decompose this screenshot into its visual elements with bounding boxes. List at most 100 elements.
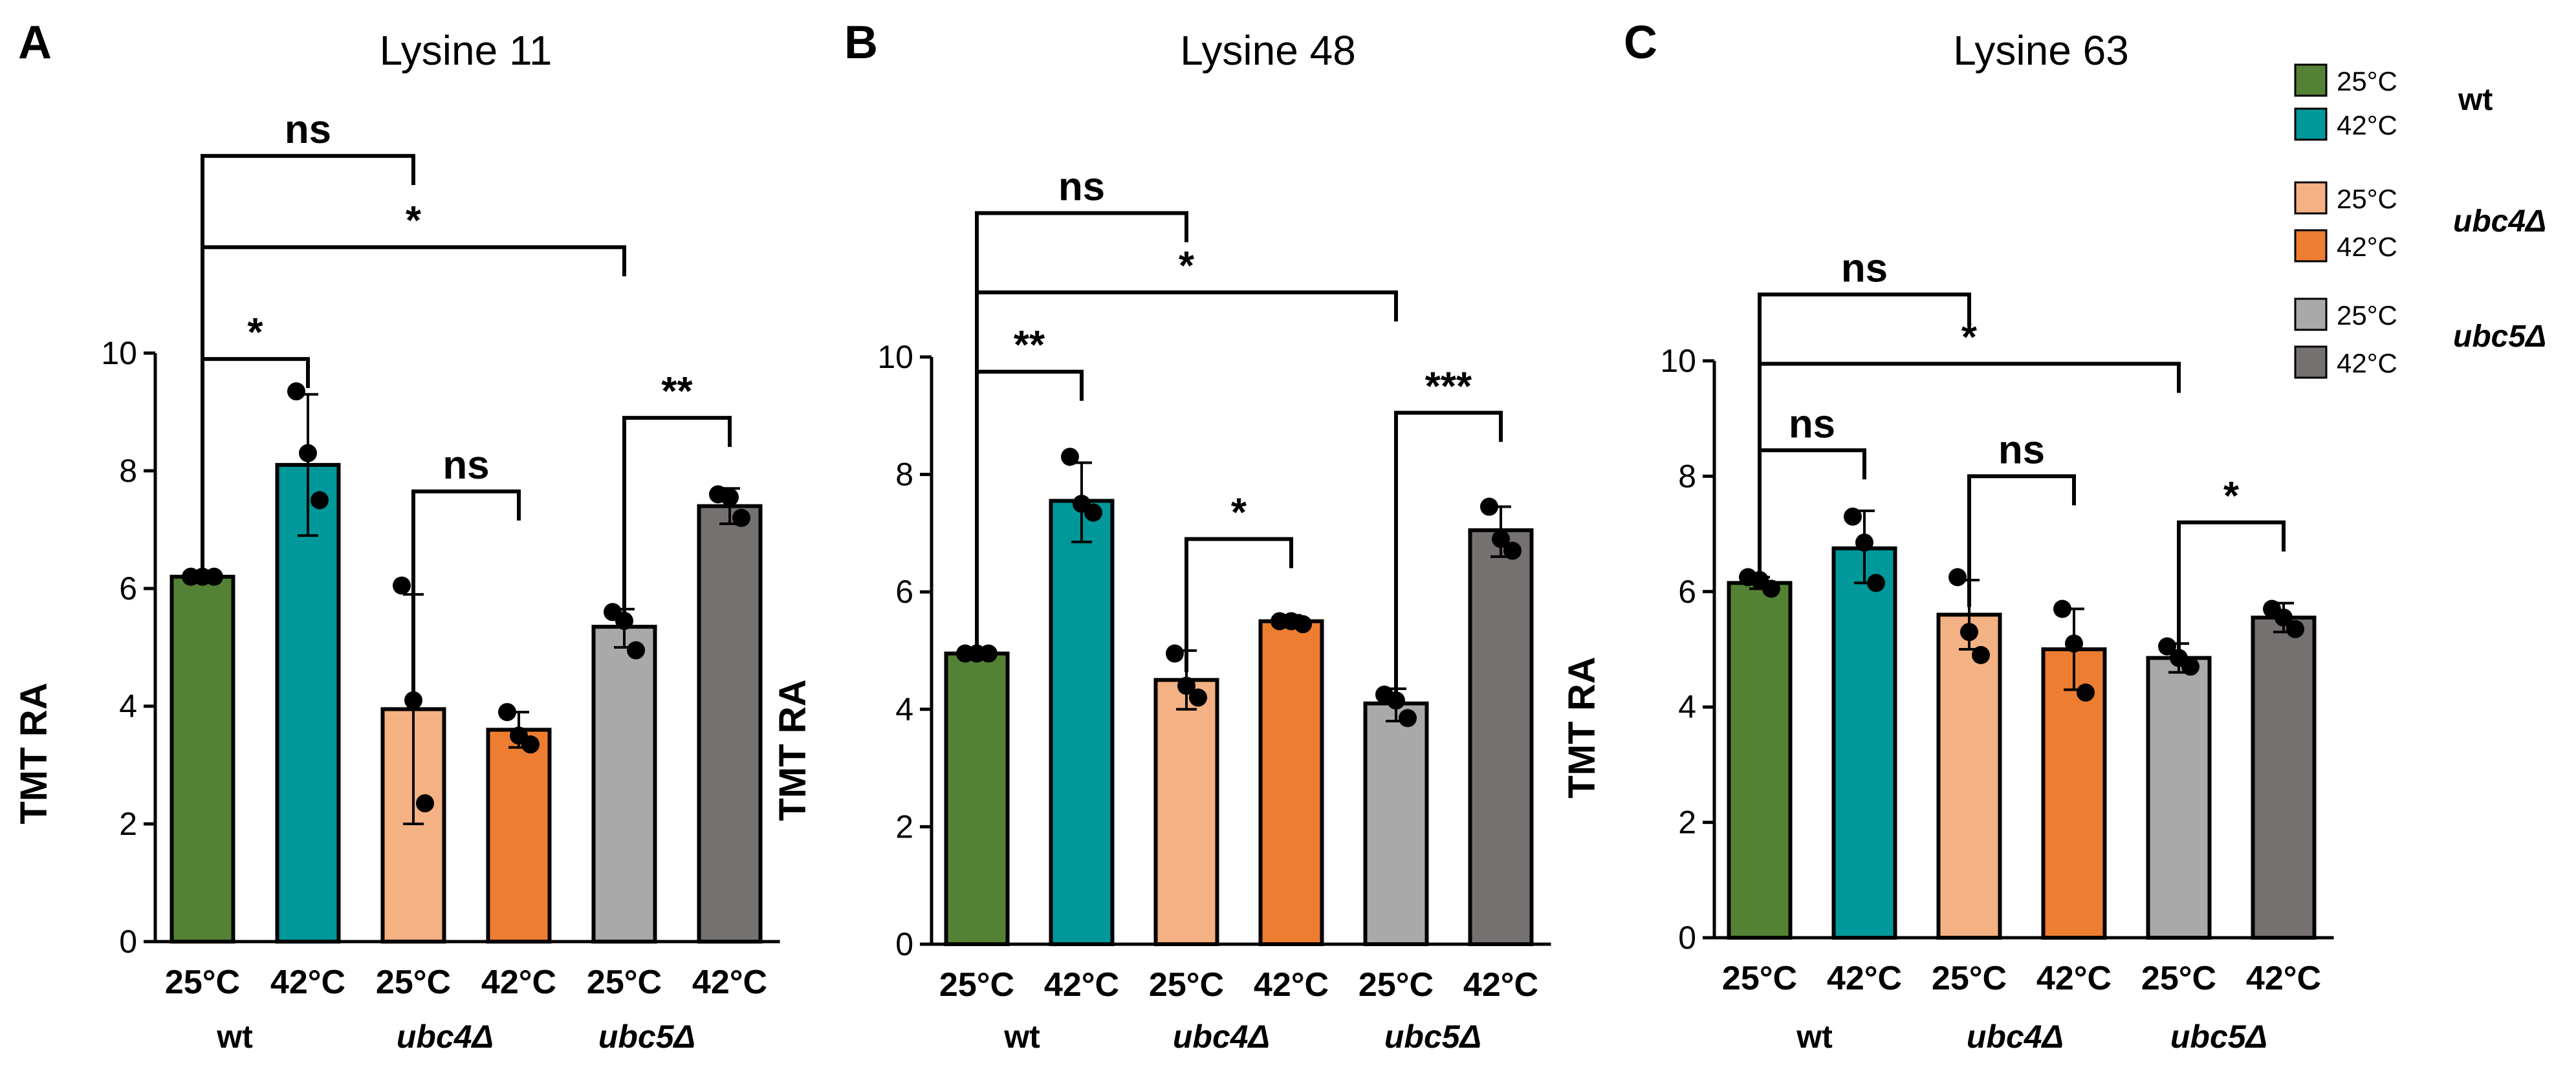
- panel-b: B Lysine 48 TMT RA wt ubc4Δ ubc5Δ: [772, 17, 1481, 1055]
- significance-bracket: [1967, 474, 2076, 607]
- x-tick-label: 25°C: [165, 964, 240, 1001]
- bar: [1936, 612, 2002, 940]
- significance-bracket: [2177, 520, 2286, 651]
- significance-label: **: [661, 369, 693, 414]
- x-tick-label: 25°C: [1149, 966, 1224, 1004]
- data-point: [2065, 634, 2083, 653]
- bar: [1831, 546, 1897, 940]
- bar: [1258, 619, 1324, 946]
- data-point: [311, 491, 329, 510]
- significance-bracket: [201, 245, 626, 569]
- data-point: [1867, 574, 1885, 592]
- y-tick-label: 8: [1678, 458, 1696, 494]
- data-point: [1972, 645, 1990, 664]
- legend-label-ubc5-25: 25°C: [2337, 300, 2397, 330]
- data-point: [1387, 691, 1405, 710]
- data-point: [1503, 541, 1522, 560]
- panel-c-group-wt: wt: [1796, 1019, 1833, 1055]
- legend-genotype-ubc5: ubc5Δ: [2453, 319, 2546, 354]
- panel-c-ylabel: TMT RA: [1561, 656, 1603, 798]
- significance-label: *: [1179, 244, 1195, 288]
- significance-label: *: [1961, 315, 1978, 360]
- bar: [2041, 647, 2107, 940]
- legend-label-ubc4-42: 42°C: [2337, 232, 2397, 262]
- data-point: [732, 508, 750, 527]
- data-point: [1480, 497, 1498, 516]
- y-tick-label: 8: [895, 457, 913, 493]
- legend-swatch-ubc4-25: [2294, 181, 2328, 215]
- bar: [944, 651, 1010, 946]
- legend-genotype-ubc4: ubc4Δ: [2453, 204, 2546, 239]
- data-point: [615, 612, 633, 631]
- y-tick-label: 6: [895, 574, 913, 610]
- legend-swatch-ubc4-42: [2294, 229, 2328, 263]
- data-point: [1948, 568, 1967, 587]
- data-point: [1492, 530, 1510, 548]
- panel-b-group-wt: wt: [1003, 1019, 1040, 1055]
- panel-a-group-ubc4: ubc4Δ: [397, 1019, 494, 1055]
- y-tick-label: 2: [1678, 805, 1696, 841]
- significance-label: *: [1231, 490, 1247, 535]
- x-tick-label: 42°C: [1044, 966, 1119, 1004]
- significance-label: ns: [442, 443, 489, 488]
- data-point: [1177, 676, 1195, 695]
- data-point: [721, 488, 739, 506]
- y-tick-label: 10: [101, 335, 137, 371]
- data-point: [498, 703, 516, 722]
- panel-a-title: Lysine 11: [380, 27, 552, 74]
- data-point: [979, 644, 998, 663]
- y-tick-label: 6: [1678, 574, 1696, 610]
- legend: 25°C 42°C wt 25°C 42°C ubc4Δ 25°C 42°C u…: [2294, 63, 2546, 379]
- y-tick-label: 0: [895, 926, 913, 962]
- panel-a: A Lysine 11 TMT RA wt ubc4Δ ubc5Δ: [13, 17, 695, 1055]
- panel-c-plot: 0 2 4 6 8 10 25°C 42°C 25°C 42°C 25°C 42°C ns ns * ns *: [1660, 246, 2334, 997]
- x-tick-label: 25°C: [2141, 960, 2216, 997]
- significance-bracket: [1758, 362, 2181, 576]
- y-tick-label: 0: [119, 923, 137, 960]
- legend-label-ubc4-25: 25°C: [2337, 184, 2397, 214]
- legend-swatch-ubc5-25: [2294, 297, 2328, 331]
- y-tick-label: 10: [877, 339, 913, 375]
- data-point: [205, 567, 223, 586]
- panel-c-letter: C: [1624, 17, 1657, 69]
- y-tick-label: 4: [1678, 689, 1696, 725]
- data-point: [1084, 503, 1102, 522]
- legend-label-ubc5-42: 42°C: [2337, 348, 2397, 378]
- panel-b-letter: B: [844, 17, 878, 69]
- y-tick-label: 0: [1678, 920, 1696, 956]
- x-tick-label: 25°C: [1722, 960, 1797, 997]
- data-point: [2275, 608, 2293, 627]
- panel-a-group-ubc5: ubc5Δ: [598, 1019, 695, 1055]
- data-point: [1762, 579, 1780, 598]
- x-tick-label: 25°C: [1932, 960, 2007, 997]
- y-tick-label: 4: [895, 691, 913, 728]
- data-point: [1960, 623, 1978, 642]
- x-tick-label: 42°C: [1254, 966, 1329, 1004]
- x-tick-label: 25°C: [587, 964, 662, 1001]
- significance-bracket: [411, 489, 521, 702]
- x-tick-label: 42°C: [2246, 960, 2321, 997]
- x-tick-label: 42°C: [1463, 966, 1538, 1004]
- data-point: [627, 641, 645, 660]
- legend-label-wt-42: 42°C: [2337, 110, 2397, 140]
- panel-b-group-ubc5: ubc5Δ: [1384, 1019, 1481, 1055]
- legend-label-wt-25: 25°C: [2337, 66, 2397, 96]
- panel-c-title: Lysine 63: [1953, 27, 2129, 74]
- panel-a-letter: A: [18, 17, 52, 69]
- legend-swatch-wt-42: [2294, 107, 2328, 141]
- significance-label: ns: [285, 107, 331, 152]
- data-point: [287, 382, 305, 401]
- bar: [2146, 656, 2212, 940]
- data-point: [521, 735, 540, 754]
- bar: [697, 504, 763, 944]
- data-point: [1855, 533, 1873, 552]
- significance-bracket: [1394, 411, 1503, 696]
- panel-b-ylabel: TMT RA: [772, 679, 814, 821]
- significance-label: ns: [1058, 165, 1105, 210]
- panel-c: C Lysine 63 TMT RA wt ubc4Δ ubc5Δ: [1561, 17, 2267, 1055]
- x-tick-label: 42°C: [481, 964, 556, 1001]
- significance-bracket: [622, 416, 732, 620]
- x-tick-label: 42°C: [270, 964, 345, 1001]
- x-tick-label: 42°C: [1827, 960, 1902, 997]
